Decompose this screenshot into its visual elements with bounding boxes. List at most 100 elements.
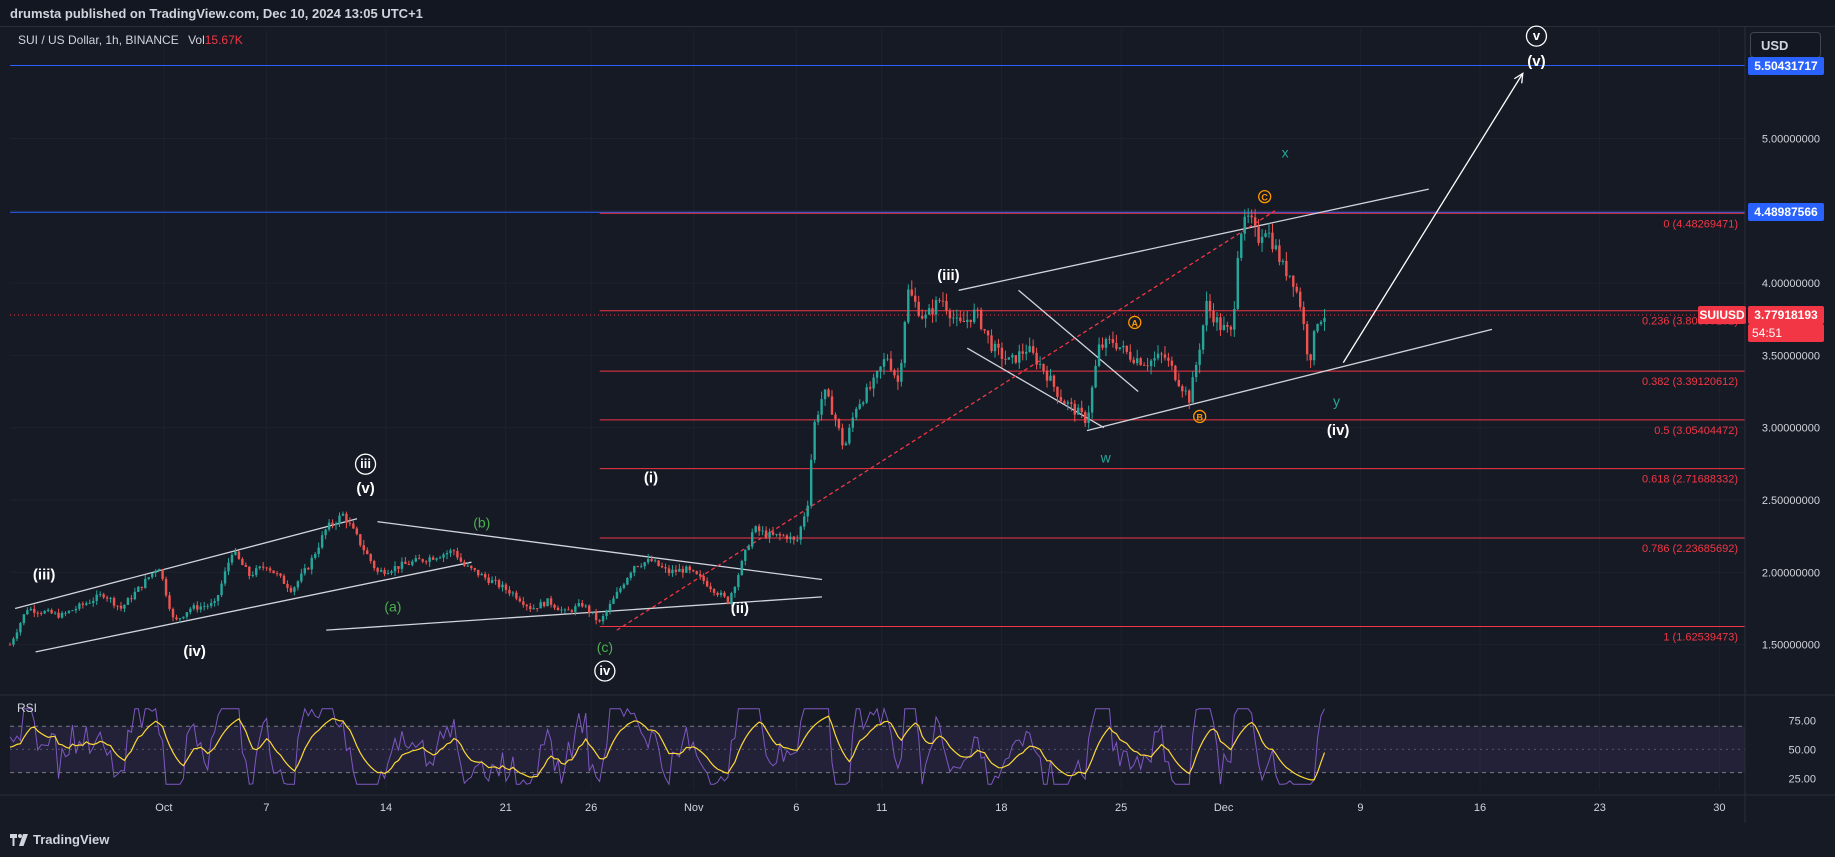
candle-body: [560, 609, 563, 611]
candle-body: [705, 580, 709, 587]
candle-body: [1135, 358, 1139, 364]
currency-button[interactable]: USD: [1750, 32, 1821, 58]
candle-body: [830, 396, 834, 415]
candle-body: [275, 573, 279, 574]
candle-body: [535, 608, 539, 609]
candle-body: [518, 598, 522, 602]
candle-body: [494, 580, 497, 581]
candle-body: [1111, 339, 1115, 343]
candle-body: [619, 588, 622, 592]
candle-body: [539, 602, 542, 609]
candle-body: [858, 404, 861, 409]
candle-body: [119, 605, 123, 609]
candle-body: [1080, 407, 1083, 413]
candle-body: [806, 505, 809, 517]
candle-body: [1208, 300, 1212, 311]
trend-line[interactable]: [1086, 328, 1493, 432]
candle-body: [105, 597, 109, 599]
candle-body: [1288, 275, 1292, 277]
candle-body: [1025, 351, 1028, 354]
footer-brand[interactable]: TradingView: [10, 832, 109, 847]
candle-body: [754, 526, 757, 533]
price-tick-label: 2.50000000: [1762, 495, 1820, 507]
candle-body: [71, 610, 74, 612]
candle-body: [1309, 354, 1312, 361]
wave-label[interactable]: (iv): [1327, 422, 1350, 439]
candle-body: [237, 551, 241, 559]
rsi-pane[interactable]: [9, 706, 1745, 786]
wave-label[interactable]: y: [1333, 393, 1340, 409]
trend-line[interactable]: [1018, 289, 1139, 393]
trend-line[interactable]: [958, 188, 1429, 291]
fib-level-label: 0.382 (3.39120612): [1642, 376, 1738, 388]
wave-label[interactable]: iv: [599, 663, 611, 678]
candle-body: [227, 562, 230, 572]
candle-body: [1215, 317, 1219, 323]
candle-body: [716, 592, 719, 595]
bar-countdown: 54:51: [1748, 324, 1824, 342]
candle-body: [1163, 354, 1167, 358]
trend-line[interactable]: [966, 347, 1105, 429]
wave-label[interactable]: w: [1100, 449, 1112, 465]
fib-retracement[interactable]: 0 (4.48269471)0.236 (3.80897192)0.382 (3…: [599, 212, 1745, 643]
wave-label[interactable]: (v): [1527, 53, 1545, 70]
candle-body: [1139, 358, 1142, 365]
wave-label[interactable]: (i): [644, 470, 658, 487]
candle-body: [1222, 325, 1226, 330]
candle-body: [50, 609, 53, 614]
wave-label[interactable]: B: [1196, 412, 1203, 422]
wave-label[interactable]: (v): [356, 480, 374, 497]
candle-body: [837, 419, 841, 429]
symbol-legend[interactable]: SUI / US Dollar, 1h, BINANCE Vol15.67K: [18, 33, 243, 47]
wave-label[interactable]: A: [1132, 318, 1139, 328]
wave-label[interactable]: (b): [473, 514, 490, 530]
rsi-line: [9, 706, 1325, 786]
candle-body: [1323, 317, 1326, 322]
candle-body: [1184, 390, 1187, 392]
candle-body: [653, 560, 657, 562]
wave-labels[interactable]: (iii) (iv) (v) iii (a) (b) (c) iv (i) (ii) (iii) w A…: [33, 25, 1548, 682]
wave-label[interactable]: (iii): [937, 267, 960, 284]
candles: [8, 208, 1326, 647]
candle-body: [88, 602, 91, 604]
wave-label[interactable]: (c): [597, 639, 613, 655]
candle-body: [255, 568, 258, 576]
rsi-tick-label: 25.00: [1788, 773, 1816, 785]
projection-arrow[interactable]: [1342, 73, 1524, 363]
candle-body: [674, 569, 678, 572]
wave-label[interactable]: C: [1261, 193, 1268, 203]
candle-body: [650, 558, 653, 562]
candle-body: [667, 568, 671, 574]
candle-body: [1267, 232, 1271, 234]
trend-line[interactable]: [14, 518, 358, 610]
wave-label[interactable]: iii: [360, 456, 371, 471]
wave-label[interactable]: (a): [384, 598, 401, 614]
trend-line[interactable]: [377, 521, 823, 581]
candle-body: [629, 572, 633, 579]
candle-body: [792, 536, 796, 540]
wave-label[interactable]: (ii): [731, 600, 749, 617]
wave-label[interactable]: (iii): [33, 567, 56, 584]
time-tick-label: Dec: [1214, 802, 1234, 814]
trend-lines[interactable]: [14, 72, 1524, 653]
candle-body: [910, 289, 913, 296]
candle-body: [300, 573, 303, 582]
candle-body: [823, 389, 827, 400]
candle-body: [286, 583, 289, 588]
candle-body: [178, 618, 182, 620]
candle-body: [171, 608, 175, 618]
wave-label[interactable]: x: [1282, 144, 1289, 160]
trend-line[interactable]: [326, 596, 822, 631]
candle-body: [1250, 215, 1253, 218]
price-tick-label: 2.00000000: [1762, 567, 1820, 579]
candle-body: [477, 569, 480, 576]
wave-label[interactable]: v: [1533, 28, 1541, 43]
candle-body: [903, 322, 907, 364]
wave-label[interactable]: (iv): [183, 643, 206, 660]
candle-body: [868, 387, 872, 389]
candle-body: [730, 593, 733, 604]
candle-body: [1087, 412, 1090, 423]
trend-line[interactable]: [35, 561, 472, 653]
candle-body: [157, 569, 161, 571]
